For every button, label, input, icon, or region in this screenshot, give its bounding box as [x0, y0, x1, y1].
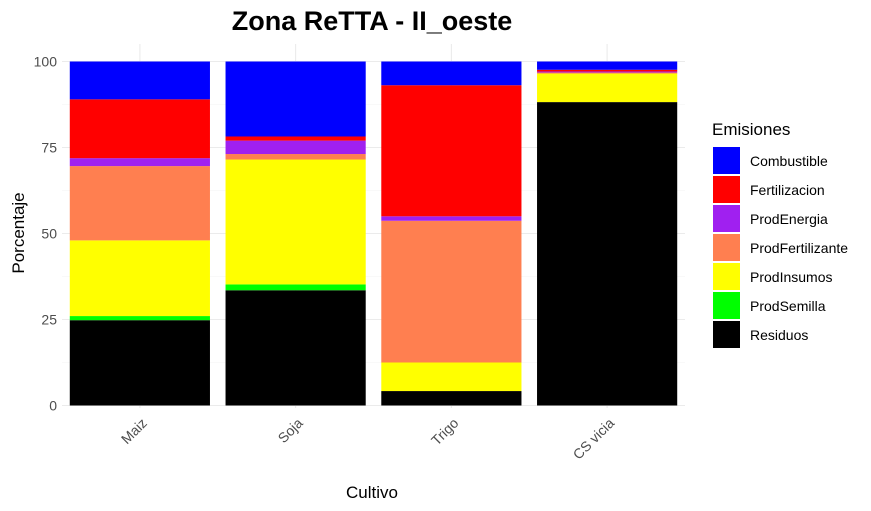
bar-soja-prodinsumos: [225, 159, 366, 285]
bar-maiz-prodsemilla: [69, 316, 210, 321]
bar-soja-residuos: [225, 290, 366, 406]
legend-key-residuos: [713, 321, 740, 348]
bar-cs-vicia-fertilizacion: [537, 69, 678, 72]
x-tick-label: Maiz: [118, 415, 150, 447]
bar-maiz-fertilizacion: [69, 99, 210, 159]
bar-cs-vicia-prodenergia: [537, 71, 678, 73]
bar-cs-vicia-prodfertilizante: [537, 72, 678, 74]
chart-title: Zona ReTTA - II_oeste: [232, 6, 513, 36]
bar-soja-prodsemilla: [225, 284, 366, 291]
legend-label-residuos: Residuos: [750, 327, 808, 343]
legend-label-fertilizacion: Fertilizacion: [750, 182, 825, 198]
bar-maiz-prodfertilizante: [69, 166, 210, 241]
y-axis-title: Porcentaje: [9, 192, 28, 273]
y-tick-label: 0: [49, 398, 57, 414]
x-axis-title: Cultivo: [346, 483, 398, 502]
legend: Emisiones Combustible Fertilizacion ProdEn…: [712, 120, 848, 348]
y-axis-ticks: 0 25 50 75 100: [34, 54, 58, 414]
bar-maiz-prodenergia: [69, 158, 210, 167]
x-axis-ticks: Maiz Soja Trigo CS vicia: [118, 415, 618, 463]
bar-maiz-residuos: [69, 320, 210, 406]
bar-trigo-prodfertilizante: [381, 220, 522, 363]
bar-trigo-prodinsumos: [381, 362, 522, 392]
y-tick-label: 25: [41, 312, 57, 328]
bar-soja-prodfertilizante: [225, 154, 366, 160]
bar-trigo-combustible: [381, 61, 522, 86]
bar-cs-vicia-combustible: [537, 61, 678, 70]
legend-label-prodenergia: ProdEnergia: [750, 211, 828, 227]
bar-soja-combustible: [225, 61, 366, 137]
legend-key-prodfertilizante: [713, 234, 740, 261]
x-tick-label: CS vicia: [570, 415, 618, 463]
bars: [69, 61, 678, 406]
legend-key-prodinsumos: [713, 263, 740, 290]
y-tick-label: 75: [41, 140, 57, 156]
bar-trigo-fertilizacion: [381, 85, 522, 217]
x-tick-label: Soja: [275, 415, 306, 446]
bar-cs-vicia-prodinsumos: [537, 73, 678, 103]
bar-maiz-combustible: [69, 61, 210, 100]
legend-key-prodenergia: [713, 205, 740, 232]
legend-key-fertilizacion: [713, 176, 740, 203]
bar-soja-fertilizacion: [225, 136, 366, 141]
legend-key-prodsemilla: [713, 292, 740, 319]
legend-label-prodfertilizante: ProdFertilizante: [750, 240, 848, 256]
legend-key-combustible: [713, 147, 740, 174]
legend-label-combustible: Combustible: [750, 153, 828, 169]
y-tick-label: 50: [41, 226, 57, 242]
bar-trigo-residuos: [381, 391, 522, 406]
x-tick-label: Trigo: [428, 415, 462, 449]
bar-trigo-prodenergia: [381, 216, 522, 221]
legend-title: Emisiones: [712, 120, 790, 139]
bar-maiz-prodinsumos: [69, 240, 210, 317]
y-tick-label: 100: [34, 54, 58, 70]
bar-soja-prodenergia: [225, 140, 366, 155]
legend-label-prodsemilla: ProdSemilla: [750, 298, 826, 314]
bar-cs-vicia-residuos: [537, 102, 678, 406]
legend-label-prodinsumos: ProdInsumos: [750, 269, 832, 285]
